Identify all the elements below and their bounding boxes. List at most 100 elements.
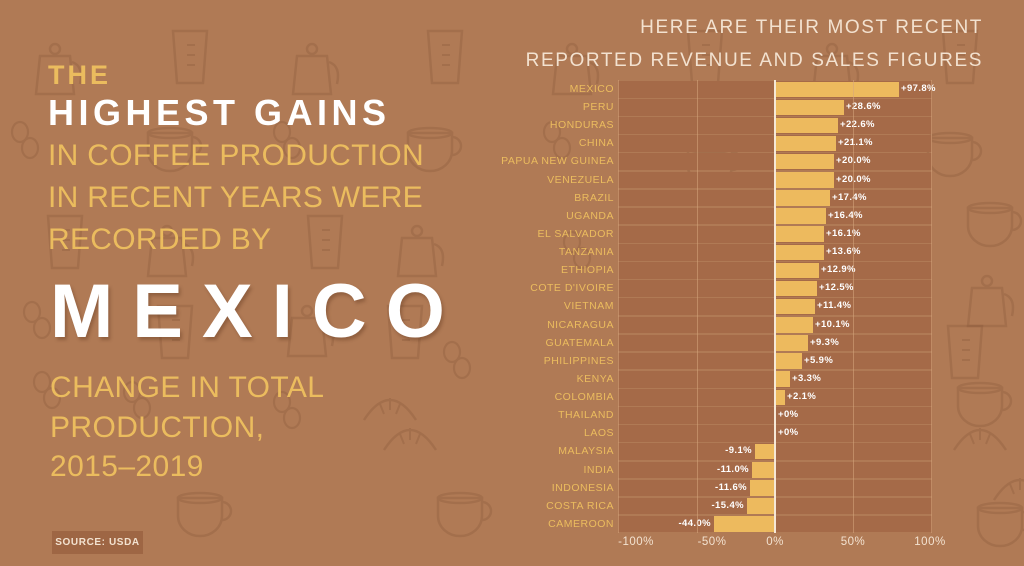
- headline-block: THE HIGHEST GAINS IN COFFEE PRODUCTION I…: [48, 60, 424, 260]
- value-label: -15.4%: [711, 499, 744, 511]
- gridline: [618, 80, 619, 533]
- data-bar: [776, 135, 836, 152]
- data-bar: [750, 480, 774, 496]
- value-label: +12.9%: [821, 264, 856, 276]
- data-bar: [776, 262, 819, 279]
- category-label: VIETNAM: [563, 300, 614, 313]
- chart-row: UGANDA +16.4%: [0, 207, 1024, 225]
- chart-row: PAPUA NEW GUINEA+20.0%: [0, 152, 1024, 171]
- data-bar: [776, 317, 813, 333]
- category-label: UGANDA: [566, 209, 614, 222]
- value-label: +16.4%: [828, 209, 863, 221]
- data-bar: [776, 389, 785, 406]
- category-label: TANZANIA: [558, 246, 614, 259]
- chart-row: BRAZIL +17.4%: [0, 189, 1024, 207]
- headline-sub-line-1: IN COFFEE PRODUCTION: [48, 139, 425, 172]
- chart-row: NICARAGUA +10.1%: [0, 316, 1024, 334]
- data-bar: [776, 280, 817, 297]
- value-label: -44.0%: [678, 517, 711, 529]
- category-label: NICARAGUA: [547, 318, 614, 331]
- category-label: MALAYSIA: [558, 445, 614, 458]
- category-label: INDONESIA: [551, 481, 614, 494]
- chart-row: COLOMBIA +2.1%: [0, 388, 1024, 406]
- value-label: +97.8%: [901, 83, 936, 94]
- data-bar: [776, 226, 824, 242]
- value-label: -9.1%: [725, 445, 752, 457]
- value-label: +13.6%: [826, 246, 861, 258]
- data-bar: [776, 190, 830, 206]
- chart-row: ETHIOPIA +12.9%: [0, 261, 1024, 279]
- data-bar: [776, 244, 824, 261]
- headline-sub-line-2: IN RECENT YEARS WERE: [48, 181, 423, 214]
- category-label: BRAZIL: [574, 191, 614, 204]
- chart-row: VENEZUELA+20.0%: [0, 171, 1024, 189]
- value-label: +0%: [778, 427, 799, 439]
- value-label: +10.1%: [815, 318, 850, 330]
- chart-title: HERE ARE THEIR MOST RECENT REPORTED REVE…: [526, 11, 983, 77]
- category-label: KENYA: [576, 372, 614, 385]
- data-bar: [714, 516, 774, 532]
- data-bar: [776, 117, 838, 134]
- value-label: +11.4%: [817, 300, 852, 312]
- chart-row: THAILAND +0%: [0, 406, 1024, 424]
- category-label: INDIA: [583, 463, 614, 476]
- chart-row: CAMEROON -44.0%: [0, 515, 1024, 533]
- chart-row: COSTA RICA -15.4%: [0, 497, 1024, 515]
- gridline: [697, 80, 698, 533]
- change-line-2: PRODUCTION,: [50, 410, 265, 444]
- chart-row: VIETNAM +11.4%: [0, 297, 1024, 316]
- x-axis-tick-label: -100%: [618, 536, 654, 548]
- category-label: CAMEROON: [548, 517, 614, 530]
- category-label: PAPUA NEW GUINEA: [501, 155, 614, 168]
- data-bar: [776, 99, 844, 116]
- data-bar: [776, 371, 790, 387]
- category-label: EL SALVADOR: [537, 227, 614, 240]
- chart-row: CHINA +21.1%: [0, 134, 1024, 152]
- data-bar: [776, 298, 815, 315]
- chart-row: TANZANIA +13.6%: [0, 243, 1024, 261]
- headline-country: MEXICO: [50, 269, 464, 354]
- category-label: COTE D'IVOIRE: [530, 282, 614, 295]
- chart-row: GUATEMALA +9.3%: [0, 334, 1024, 352]
- chart-row: KENYA +3.3%: [0, 370, 1024, 388]
- headline-the: THE: [48, 60, 111, 90]
- value-label: +3.3%: [792, 372, 822, 384]
- data-bar: [776, 208, 826, 224]
- source-badge: SOURCE: USDA: [52, 531, 143, 554]
- value-label: +17.4%: [832, 191, 867, 203]
- category-label: HONDURAS: [549, 119, 614, 132]
- value-label: +28.6%: [846, 101, 881, 113]
- value-label: -11.0%: [717, 463, 749, 475]
- data-bar: [776, 335, 808, 351]
- zero-axis-line: [774, 80, 776, 533]
- category-label: COLOMBIA: [554, 391, 614, 404]
- x-axis-tick-label: 100%: [914, 536, 946, 548]
- category-label: PERU: [582, 101, 614, 114]
- value-label: +22.6%: [840, 119, 875, 131]
- value-label: +0%: [778, 409, 799, 421]
- chart-row: HONDURAS +22.6%: [0, 116, 1024, 134]
- chart-title-line-1: HERE ARE THEIR MOST RECENT: [640, 17, 983, 38]
- x-axis-tick-label: 0%: [766, 536, 784, 548]
- category-label: VENEZUELA: [547, 173, 614, 186]
- data-bar: [776, 81, 899, 97]
- category-label: THAILAND: [558, 409, 614, 422]
- chart-row: INDIA -11.0%: [0, 461, 1024, 479]
- value-label: +12.5%: [819, 282, 854, 294]
- x-axis-tick-label: -50%: [697, 536, 727, 548]
- data-bar: [755, 443, 774, 460]
- data-bar: [776, 153, 834, 170]
- value-label: +9.3%: [810, 336, 840, 348]
- value-label: +5.9%: [804, 354, 834, 366]
- category-label: MEXICO: [569, 83, 614, 95]
- value-label: +2.1%: [787, 391, 817, 403]
- category-label: CHINA: [578, 137, 614, 150]
- data-bar: [776, 172, 834, 188]
- data-bar: [747, 498, 774, 514]
- category-label: PHILIPPINES: [543, 354, 614, 367]
- change-line-3: 2015–2019: [50, 450, 204, 483]
- value-label: -11.6%: [715, 481, 747, 493]
- chart-row: MEXICO +97.8%: [0, 80, 1024, 98]
- chart-row: INDONESIA -11.6%: [0, 479, 1024, 497]
